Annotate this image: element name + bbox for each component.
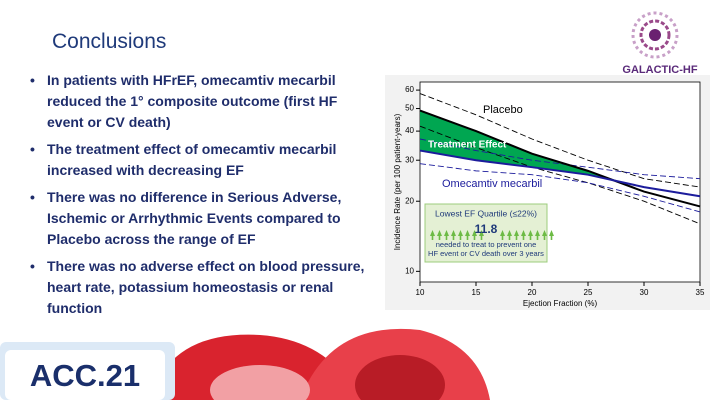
arrow-icon — [437, 230, 442, 240]
y-tick-label: 60 — [405, 85, 414, 94]
y-tick-label: 20 — [405, 196, 414, 205]
y-tick-label: 30 — [405, 155, 414, 164]
arrow-icon — [444, 230, 449, 240]
bullet: There was no difference in Serious Adver… — [30, 187, 370, 250]
callout-value: 11.8 — [475, 222, 498, 236]
arrow-icon — [521, 230, 526, 240]
series-line — [419, 149, 701, 198]
x-tick-label: 35 — [696, 288, 705, 297]
arrow-icon — [542, 230, 547, 240]
x-tick-label: 10 — [416, 288, 425, 297]
series-line — [419, 109, 701, 208]
callout-text: needed to treat to prevent one — [436, 240, 537, 249]
arrow-icon — [514, 230, 519, 240]
arrow-icon — [507, 230, 512, 240]
x-axis-title: Ejection Fraction (%) — [523, 299, 598, 308]
arrow-icon — [430, 230, 435, 240]
arrow-icon — [472, 230, 477, 240]
annotation: Treatment Effect — [428, 140, 507, 151]
y-tick-label: 40 — [405, 126, 414, 135]
slide-title: Conclusions — [52, 30, 167, 53]
footer-decoration — [0, 328, 490, 400]
x-tick-label: 30 — [640, 288, 649, 297]
treatment-effect-area — [420, 110, 616, 181]
confidence-bound — [419, 125, 701, 225]
series-label: Placebo — [483, 104, 523, 116]
x-tick-label: 20 — [528, 288, 537, 297]
arrow-icon — [465, 230, 470, 240]
arrow-icon — [528, 230, 533, 240]
logo-text: GALACTIC-HF — [622, 64, 697, 76]
callout-text: HF event or CV death over 3 years — [428, 249, 544, 258]
confidence-bound — [419, 163, 701, 213]
confidence-bound — [419, 138, 701, 180]
bullet: The treatment effect of omecamtiv mecarb… — [30, 139, 370, 181]
logo-icon — [631, 11, 679, 59]
x-tick-label: 25 — [584, 288, 593, 297]
y-tick-label: 50 — [405, 104, 414, 113]
arrow-icon — [500, 230, 505, 240]
bullet: In patients with HFrEF, omecamtiv mecarb… — [30, 70, 370, 133]
y-tick-label: 10 — [405, 266, 414, 275]
arrow-icon — [458, 230, 463, 240]
bullet: There was no adverse effect on blood pre… — [30, 256, 370, 319]
arrow-icon — [549, 230, 554, 240]
y-axis-title: Incidence Rate (per 100 patient-years) — [393, 113, 402, 250]
footer-logo: ACC.21 — [30, 358, 140, 393]
arrow-icon — [535, 230, 540, 240]
bullet-list: In patients with HFrEF, omecamtiv mecarb… — [30, 70, 370, 325]
x-tick-label: 15 — [472, 288, 481, 297]
callout-title: Lowest EF Quartile (≤22%) — [435, 208, 537, 218]
arrow-icon — [479, 230, 484, 240]
chart: 10 20 30 40 50 60 10 15 20 25 30 35 Ejection Fractio… — [393, 81, 705, 308]
arrow-icon — [451, 230, 456, 240]
confidence-bound — [419, 93, 701, 188]
series-label: Omecamtiv mecarbil — [442, 178, 542, 190]
